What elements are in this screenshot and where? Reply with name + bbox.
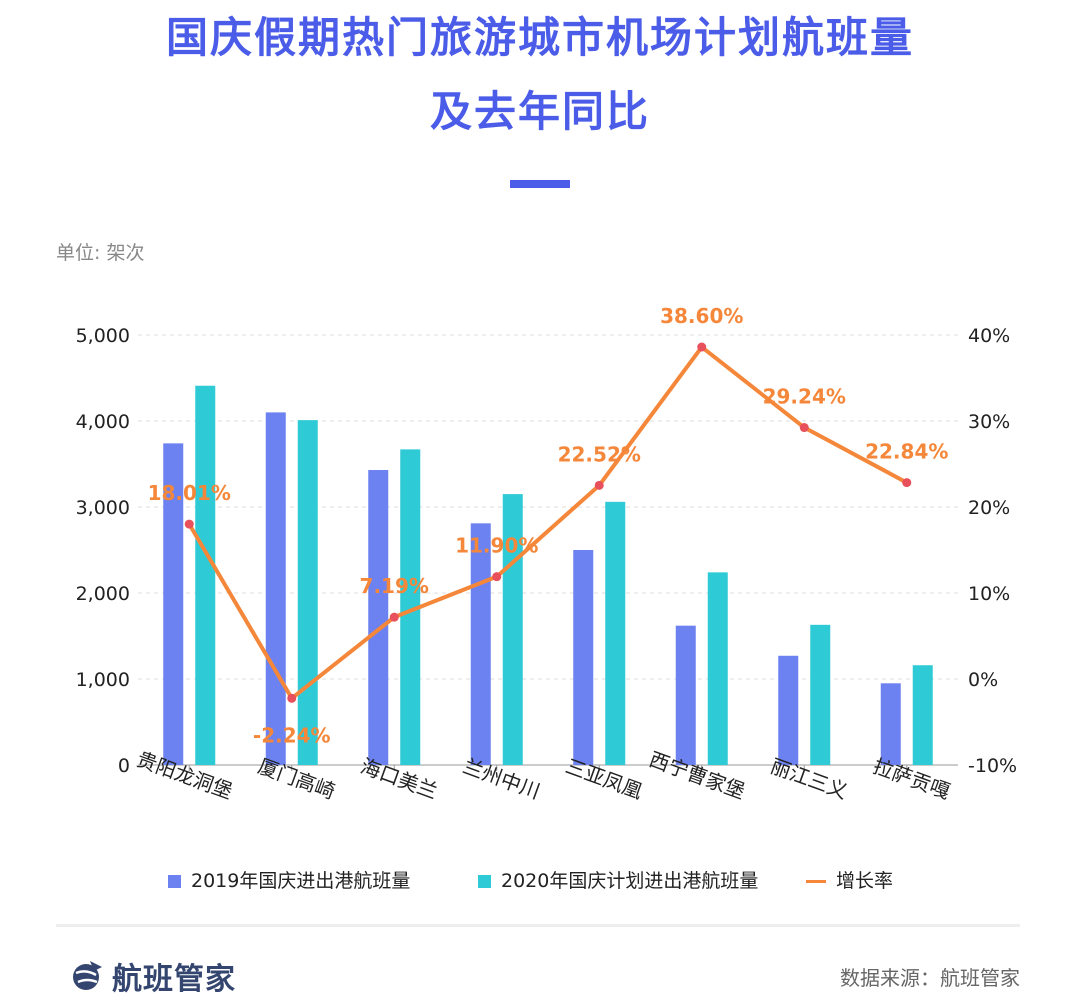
title-underline [510, 180, 570, 188]
bar-2020 [605, 501, 626, 765]
legend-label-2020: 2020年国庆计划进出港航班量 [501, 870, 759, 892]
growth-point [389, 612, 399, 622]
x-tick-label: 拉萨贡嘎 [870, 754, 953, 804]
bar-2019 [675, 625, 696, 765]
growth-data-label: 22.84% [865, 440, 948, 464]
brand-name: 航班管家 [112, 962, 236, 997]
bar-2019 [470, 523, 491, 765]
bar-2020 [707, 572, 728, 765]
growth-data-label: 22.52% [558, 442, 641, 466]
growth-point [697, 342, 707, 352]
bar-2019 [163, 443, 184, 765]
bar-2020 [297, 420, 318, 765]
growth-point [799, 423, 809, 433]
y-left-tick-label: 5,000 [76, 325, 130, 347]
bar-2020 [912, 665, 933, 765]
growth-data-label: 7.19% [360, 574, 429, 598]
combo-chart: 0 1,000 2,000 3,000 4,000 5,000 -10% 0% 10% 20% 30… [76, 304, 1018, 804]
bar-2019 [778, 655, 799, 765]
bar-2020 [195, 385, 216, 765]
bar-2020 [810, 624, 831, 765]
growth-data-label: -2.24% [253, 723, 331, 747]
legend-label-growth: 增长率 [836, 870, 894, 892]
growth-data-label: 11.90% [455, 534, 538, 558]
x-tick-label: 西宁曹家堡 [646, 747, 748, 804]
growth-point [287, 693, 297, 703]
x-tick-label: 海口美兰 [357, 754, 440, 804]
growth-data-label: 38.60% [660, 304, 743, 328]
bar-2019 [880, 683, 901, 765]
growth-data-label: 29.24% [763, 385, 846, 409]
y-right-tick-label: 30% [968, 411, 1010, 433]
bar-2019 [573, 550, 594, 765]
bar-2020 [400, 449, 421, 765]
source-label: 数据来源：航班管家 [840, 966, 1020, 990]
bar-2019 [265, 412, 286, 765]
y-left-tick-label: 0 [118, 755, 130, 777]
y-left-tick-label: 4,000 [76, 411, 130, 433]
legend-item-2019: 2019年国庆进出港航班量 [168, 866, 410, 893]
x-tick-label: 三亚凤凰 [562, 754, 645, 804]
legend-label-2019: 2019年国庆进出港航班量 [191, 870, 411, 892]
legend-item-growth: 增长率 [806, 866, 893, 893]
bar-2020 [502, 494, 523, 765]
y-left-tick-label: 3,000 [76, 497, 130, 519]
legend-swatch-2020 [478, 875, 491, 888]
brand-logo: 航班管家 [70, 954, 236, 998]
unit-label: 单位: 架次 [56, 242, 145, 264]
x-tick-label: 丽江三义 [767, 754, 850, 804]
growth-point [492, 572, 502, 582]
growth-point [594, 480, 604, 490]
y-right-tick-label: 40% [968, 325, 1010, 347]
x-tick-label: 厦门高崎 [255, 754, 338, 804]
legend-swatch-2019 [168, 875, 181, 888]
footer-divider [56, 924, 1020, 927]
legend-item-2020: 2020年国庆计划进出港航班量 [478, 866, 758, 893]
globe-plane-icon [73, 961, 102, 990]
chart-title-line1: 国庆假期热门旅游城市机场计划航班量 [165, 13, 914, 62]
chart-title-line2: 及去年同比 [429, 87, 650, 136]
y-right-tick-label: 10% [968, 583, 1010, 605]
growth-line [187, 345, 908, 701]
bar-2019 [368, 470, 389, 765]
x-tick-label: 兰州中川 [460, 754, 543, 804]
growth-data-label: 18.01% [148, 481, 231, 505]
legend-swatch-growth [806, 880, 826, 883]
y-left-tick-label: 1,000 [76, 669, 130, 691]
y-right-tick-label: -10% [968, 755, 1017, 777]
x-tick-label: 贵阳龙洞堡 [134, 747, 236, 804]
y-left-tick-label: 2,000 [76, 583, 130, 605]
y-right-tick-label: 0% [968, 669, 998, 691]
growth-point [184, 519, 194, 529]
y-right-tick-label: 20% [968, 497, 1010, 519]
growth-point [902, 478, 912, 488]
